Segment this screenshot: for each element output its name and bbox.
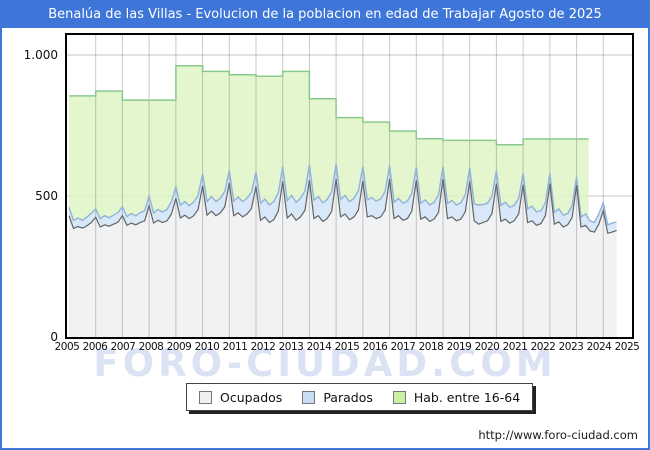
legend-label-parados: Parados bbox=[323, 389, 373, 405]
y-tick-500: 500 bbox=[35, 189, 58, 203]
y-tick-1000: 1.000 bbox=[23, 48, 58, 62]
area-chart-svg bbox=[67, 35, 632, 337]
chart-title: Benalúa de las Villas - Evolucion de la … bbox=[2, 2, 648, 28]
x-tick-label: 2012 bbox=[250, 341, 276, 353]
x-tick-label: 2023 bbox=[558, 341, 584, 353]
x-tick-label: 2024 bbox=[586, 341, 612, 353]
site-url-link[interactable]: http://www.foro-ciudad.com bbox=[478, 428, 638, 442]
legend-box: Ocupados Parados Hab. entre 16-64 bbox=[186, 383, 534, 411]
x-tick-label: 2010 bbox=[194, 341, 220, 353]
x-tick-label: 2015 bbox=[334, 341, 360, 353]
legend-label-hab16-64: Hab. entre 16-64 bbox=[413, 389, 521, 405]
watermark-text: FORO-CIUDAD.COM bbox=[93, 342, 557, 385]
x-tick-label: 2021 bbox=[502, 341, 528, 353]
x-tick-label: 2025 bbox=[614, 341, 640, 353]
plot-area bbox=[65, 33, 634, 339]
x-tick-label: 2006 bbox=[82, 341, 108, 353]
x-tick-label: 2013 bbox=[278, 341, 304, 353]
x-tick-label: 2022 bbox=[530, 341, 556, 353]
hab16-64-swatch-icon bbox=[392, 390, 406, 404]
legend-item-hab16-64: Hab. entre 16-64 bbox=[392, 389, 521, 405]
x-tick-label: 2016 bbox=[362, 341, 388, 353]
x-tick-label: 2017 bbox=[390, 341, 416, 353]
x-tick-label: 2007 bbox=[110, 341, 136, 353]
legend-label-ocupados: Ocupados bbox=[220, 389, 283, 405]
ocupados-swatch-icon bbox=[199, 390, 212, 404]
x-axis-labels: 2005 2006 2007 2008 2009 2010 2011 2012 2013 2014… bbox=[53, 341, 641, 355]
x-tick-label: 2009 bbox=[166, 341, 192, 353]
parados-swatch-icon bbox=[302, 390, 316, 404]
x-tick-label: 2011 bbox=[222, 341, 248, 353]
x-tick-label: 2018 bbox=[418, 341, 444, 353]
legend-item-parados: Parados bbox=[302, 390, 373, 405]
x-tick-label: 2008 bbox=[138, 341, 164, 353]
y-tick-0: 0 bbox=[50, 330, 58, 344]
x-tick-label: 2014 bbox=[306, 341, 332, 353]
x-tick-label: 2020 bbox=[474, 341, 500, 353]
x-tick-label: 2019 bbox=[446, 341, 472, 353]
x-tick-label: 2005 bbox=[54, 341, 80, 353]
legend-item-ocupados: Ocupados bbox=[199, 390, 282, 405]
